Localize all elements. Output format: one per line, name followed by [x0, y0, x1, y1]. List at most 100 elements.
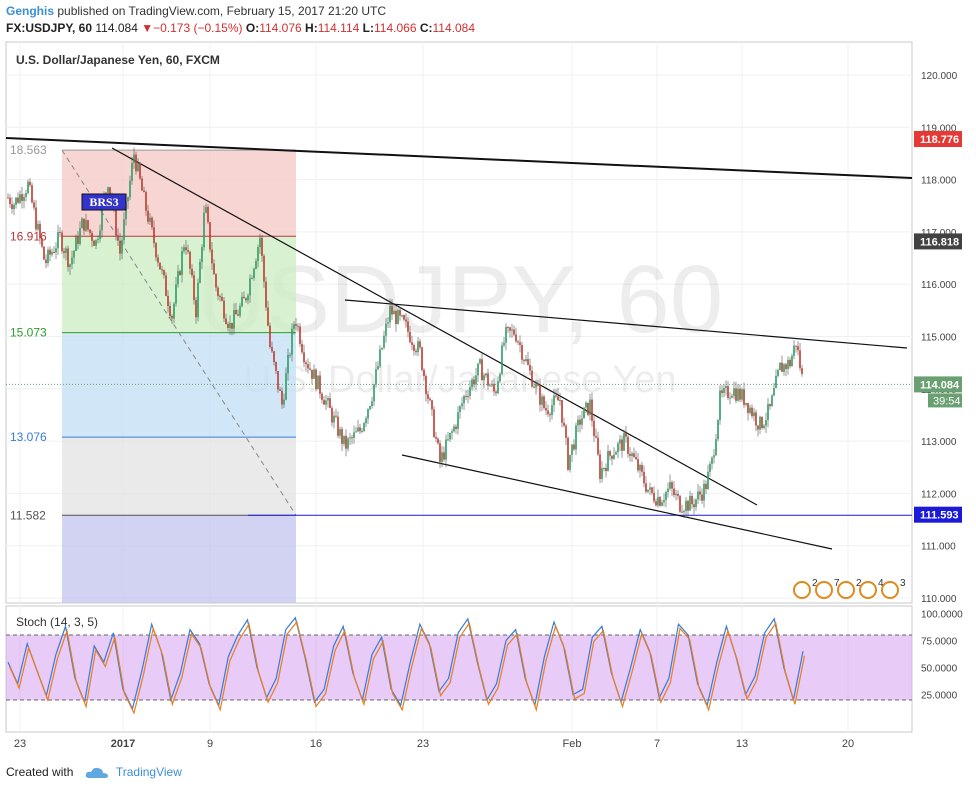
candle-body: [167, 295, 169, 306]
candle-body: [289, 354, 291, 356]
candle-body: [663, 500, 665, 503]
candle-body: [601, 468, 603, 479]
candle-body: [157, 257, 159, 263]
candle-body: [613, 454, 615, 459]
candle-body: [317, 375, 319, 390]
candle-body: [281, 390, 283, 405]
stoch-line-k: [7, 616, 804, 711]
candle-body: [307, 364, 309, 369]
candle-body: [481, 359, 483, 381]
event-icon: [793, 581, 811, 599]
candle-body: [593, 420, 595, 437]
candle-body: [609, 451, 611, 456]
candle-body: [375, 369, 377, 385]
candle-body: [605, 467, 607, 471]
candle-body: [531, 370, 533, 387]
y-tick-label: 116.000: [921, 280, 957, 291]
candle-body: [353, 432, 355, 438]
candle-body: [51, 251, 53, 255]
candle-body: [441, 452, 443, 462]
candle-body: [705, 483, 707, 490]
candle-body: [311, 369, 313, 379]
candle-body: [655, 501, 657, 506]
price-tag: [914, 376, 962, 393]
candle-body: [525, 359, 527, 361]
candle-body: [587, 402, 589, 415]
price-tag-label: 118.776: [920, 134, 959, 146]
candle-body: [193, 275, 195, 301]
candle-body: [101, 206, 103, 231]
candle-body: [305, 362, 307, 365]
candle-body: [741, 389, 743, 400]
candle-body: [215, 274, 217, 288]
candle-body: [507, 327, 509, 329]
candle-body: [345, 435, 347, 449]
candle-body: [169, 305, 171, 316]
candle-body: [737, 388, 739, 401]
candle-body: [241, 296, 243, 307]
candle-body: [181, 251, 183, 275]
candle-body: [231, 322, 233, 329]
candle-body: [365, 418, 367, 424]
candle-body: [149, 217, 151, 222]
candle-body: [667, 488, 669, 493]
candle-body: [651, 487, 653, 493]
candle-body: [603, 467, 605, 469]
candle-body: [399, 309, 401, 316]
candle-body: [267, 307, 269, 326]
candle-body: [523, 359, 525, 361]
candle-body: [733, 388, 735, 396]
candle-body: [91, 232, 93, 241]
candle-body: [753, 412, 755, 417]
candle-body: [381, 347, 383, 350]
candle-body: [761, 416, 763, 429]
candle-body: [675, 493, 677, 496]
candle-body: [535, 383, 537, 388]
candle-body: [249, 278, 251, 296]
author-name[interactable]: Genghis: [6, 4, 55, 18]
candle-body: [547, 410, 549, 415]
candle-body: [69, 264, 71, 268]
candle-body: [393, 310, 395, 315]
event-icon: [859, 581, 877, 599]
candle-body: [67, 248, 69, 268]
candle-body: [573, 444, 575, 450]
candle-body: [475, 375, 477, 385]
candle-body: [273, 351, 275, 362]
candle-body: [615, 452, 617, 455]
candle-body: [451, 431, 453, 433]
candle-body: [437, 438, 439, 444]
candle-body: [575, 425, 577, 450]
last-price: 114.084: [95, 21, 138, 35]
candle-body: [297, 325, 299, 327]
price-change: ▼−0.173 (−0.15%): [141, 21, 243, 35]
candle-body: [769, 403, 771, 407]
candle-body: [763, 425, 765, 429]
candle-body: [257, 247, 259, 261]
candle-body: [221, 296, 223, 301]
candle-body: [721, 390, 723, 393]
candle-body: [643, 471, 645, 484]
candle-body: [377, 366, 379, 370]
candle-body: [17, 197, 19, 203]
candle-body: [553, 395, 555, 406]
candle-body: [9, 197, 11, 205]
tradingview-brand[interactable]: TradingView: [115, 765, 182, 779]
candle-body: [665, 492, 667, 501]
candle-body: [107, 187, 109, 193]
candle-body: [707, 471, 709, 490]
candle-body: [331, 407, 333, 423]
high-label: H:: [305, 21, 318, 35]
candle-body: [779, 362, 781, 371]
candle-body: [519, 342, 521, 345]
candle-body: [541, 396, 543, 405]
candle-body: [131, 163, 133, 181]
chart-canvas[interactable]: 110.000111.000112.000113.000114.000115.0…: [0, 40, 976, 762]
candle-body: [143, 190, 145, 193]
candle-body: [801, 368, 803, 374]
candle-body: [291, 328, 293, 355]
stoch-title: Stoch (14, 3, 5): [16, 615, 98, 629]
candle-body: [209, 222, 211, 250]
candle-body: [623, 433, 625, 451]
candle-body: [23, 197, 25, 201]
